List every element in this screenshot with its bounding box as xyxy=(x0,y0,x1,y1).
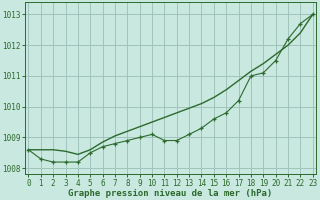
X-axis label: Graphe pression niveau de la mer (hPa): Graphe pression niveau de la mer (hPa) xyxy=(68,189,273,198)
